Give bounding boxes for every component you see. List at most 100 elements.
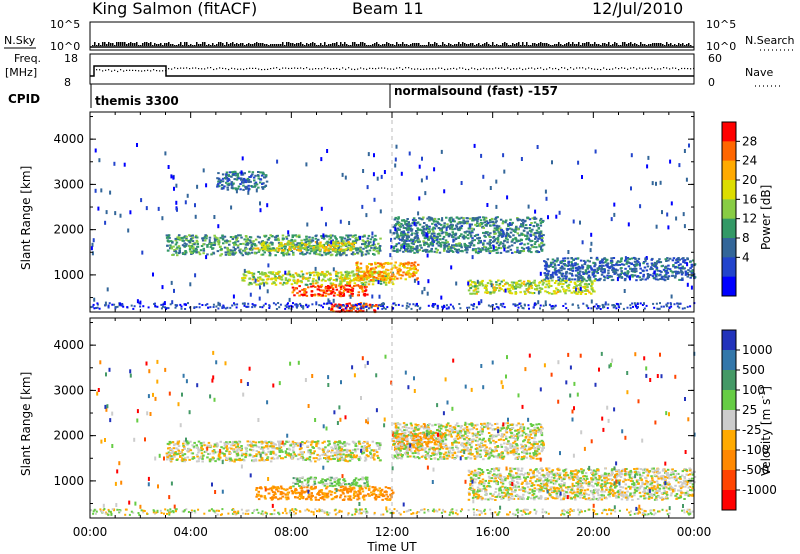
cell-power-6 <box>455 250 458 253</box>
cell-power-0 <box>281 234 285 237</box>
cell-power-scatter <box>305 162 308 167</box>
cell-power-6 <box>448 249 452 252</box>
cell-power-8 <box>607 266 611 269</box>
cell-power-6 <box>439 238 442 241</box>
cell-power-7 <box>529 283 532 286</box>
nave-dot <box>558 68 560 71</box>
cell-power-5 <box>387 272 390 275</box>
nsky-bar <box>514 44 516 46</box>
cell-power-scatter <box>205 183 208 188</box>
cell-power-ground <box>185 303 187 306</box>
cell-power-5 <box>354 278 357 281</box>
cell-power-0 <box>223 235 227 238</box>
cell-power-4 <box>361 283 364 285</box>
cell-power-5 <box>356 274 360 277</box>
cell-power-0 <box>368 249 372 252</box>
cell-power-ground <box>277 302 280 304</box>
nave-dot <box>414 68 416 70</box>
cell-power-1 <box>341 242 344 245</box>
cell-power-1 <box>318 242 322 245</box>
cell-vel-0 <box>374 449 378 452</box>
cell-power-8 <box>618 260 622 263</box>
nave-dot <box>513 68 515 70</box>
cell-power-0 <box>189 239 193 242</box>
cell-power-0 <box>211 244 215 246</box>
cell-power-0 <box>219 245 222 248</box>
cell-power-0 <box>191 247 195 250</box>
cell-power-8 <box>596 271 599 274</box>
cell-power-4 <box>291 273 295 276</box>
nsky-bar <box>98 43 100 46</box>
cell-power-6 <box>521 225 524 228</box>
cell-power-4 <box>257 276 260 279</box>
nsky-bar <box>252 44 254 46</box>
cell-power-6 <box>400 247 403 250</box>
nsky-bar <box>238 44 240 46</box>
cell-power-6 <box>430 247 433 250</box>
cell-power-6 <box>497 225 501 228</box>
cell-power-6 <box>392 245 395 248</box>
cell-power-8 <box>665 271 668 274</box>
cell-power-6 <box>495 224 499 227</box>
nave-dot <box>390 68 392 70</box>
nave-dot <box>420 68 422 70</box>
cell-power-scatter <box>417 280 420 285</box>
cell-power-scatter <box>460 181 463 185</box>
cell-power-7 <box>524 284 527 287</box>
nave-dot <box>207 67 209 69</box>
cell-power-7 <box>586 286 589 289</box>
cell-power-7 <box>592 290 595 293</box>
cell-power-6 <box>449 223 453 226</box>
cell-power-scatter <box>547 215 549 220</box>
cell-power-5 <box>358 267 361 270</box>
cell-power-8 <box>646 273 650 275</box>
cell-power-5 <box>408 267 412 270</box>
nave-dot <box>147 69 149 71</box>
cell-power-8 <box>571 266 575 269</box>
cell-power-1 <box>346 246 350 249</box>
cell-power-6 <box>444 242 447 245</box>
cell-power-ground <box>552 307 555 310</box>
cell-power-8 <box>564 264 568 267</box>
cell-power-9 <box>252 185 255 188</box>
cell-power-scatter <box>471 255 474 260</box>
cell-power-6 <box>508 245 511 248</box>
cell-power-6 <box>415 239 418 242</box>
cell-power-1 <box>314 241 318 243</box>
cell-power-8 <box>674 265 677 268</box>
cell-power-7 <box>578 280 582 282</box>
cell-power-6 <box>424 248 427 251</box>
cell-power-8 <box>591 273 595 276</box>
cell-power-8 <box>547 270 551 273</box>
cell-power-0 <box>185 235 188 238</box>
cell-power-4 <box>248 282 252 284</box>
cell-vel-0 <box>271 447 274 450</box>
nave-dot <box>654 68 656 70</box>
cell-power-6 <box>445 244 449 247</box>
cell-power-8 <box>593 265 596 268</box>
cell-power-8 <box>684 261 687 264</box>
cell-power-0 <box>311 249 315 252</box>
cell-power-ground <box>287 302 289 305</box>
cell-power-4 <box>310 271 313 274</box>
cell-power-6 <box>448 218 452 221</box>
cell-power-5 <box>416 269 419 272</box>
cell-power-7 <box>506 288 510 291</box>
cell-power-8 <box>615 261 619 264</box>
cell-power-8 <box>581 264 584 267</box>
cell-power-6 <box>399 234 403 237</box>
nave-dot <box>453 67 455 69</box>
cell-power-4 <box>288 273 292 276</box>
cell-power-6 <box>469 244 472 247</box>
cell-power-ground <box>665 305 668 308</box>
cell-power-8 <box>579 277 582 280</box>
nsky-bar <box>634 43 636 46</box>
cell-power-0 <box>335 254 338 257</box>
cell-vel-0 <box>266 447 270 450</box>
cell-power-scatter <box>627 222 630 227</box>
cell-power-8 <box>561 265 564 268</box>
cell-power-6 <box>443 222 446 225</box>
cell-power-9 <box>243 179 246 182</box>
cell-power-8 <box>658 270 662 273</box>
cell-power-3 <box>364 303 367 306</box>
